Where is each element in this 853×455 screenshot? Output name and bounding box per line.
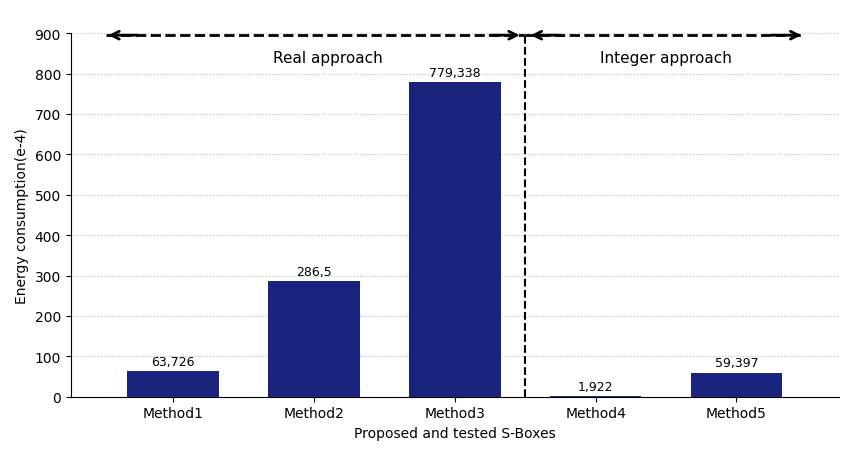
Bar	[268, 281, 359, 397]
Bar	[690, 373, 781, 397]
Text: 59,397: 59,397	[714, 357, 757, 369]
Text: Integer approach: Integer approach	[600, 51, 731, 66]
X-axis label: Proposed and tested S-Boxes: Proposed and tested S-Boxes	[353, 426, 555, 440]
Bar	[127, 371, 218, 397]
Y-axis label: Energy consumption(e-4): Energy consumption(e-4)	[15, 128, 29, 303]
Bar	[409, 83, 500, 397]
Text: Real approach: Real approach	[273, 51, 382, 66]
Bar	[549, 396, 641, 397]
Text: 1,922: 1,922	[577, 380, 612, 393]
Text: 63,726: 63,726	[151, 355, 194, 368]
Text: 286,5: 286,5	[296, 265, 332, 278]
Text: 779,338: 779,338	[428, 66, 480, 80]
